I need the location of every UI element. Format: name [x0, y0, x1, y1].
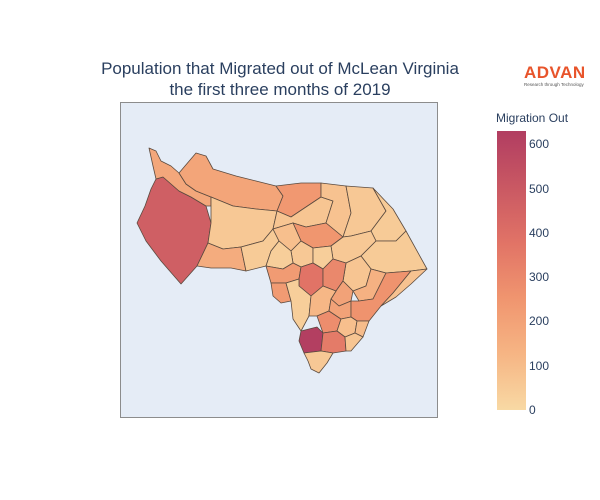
logo-wordmark: ADVAN [524, 63, 586, 82]
map-region[interactable] [196, 242, 247, 272]
colorbar-tick-label: 100 [529, 358, 550, 373]
map-region[interactable] [344, 332, 364, 352]
colorbar-tick-label: 400 [529, 225, 550, 240]
choropleth-map[interactable] [121, 103, 439, 419]
map-region[interactable] [303, 350, 334, 374]
chart-title: Population that Migrated out of McLean V… [40, 58, 520, 100]
map-region[interactable] [270, 282, 292, 304]
map-panel[interactable] [120, 102, 438, 418]
advan-logo: ADVAN Research through Technology [524, 64, 594, 88]
chart-title-line-2: the first three months of 2019 [169, 80, 391, 99]
logo-tagline: Research through Technology [524, 82, 584, 87]
colorbar-gradient [497, 131, 526, 410]
colorbar-tick-label: 300 [529, 270, 550, 285]
colorbar-tick-label: 500 [529, 181, 550, 196]
colorbar [497, 131, 526, 410]
colorbar-title: Migration Out [496, 111, 569, 125]
colorbar-tick-label: 600 [529, 137, 550, 152]
map-region[interactable] [298, 326, 324, 354]
chart-title-line-1: Population that Migrated out of McLean V… [101, 59, 459, 78]
colorbar-tick-label: 0 [529, 403, 536, 417]
map-region[interactable] [380, 268, 428, 307]
colorbar-tick-label: 200 [529, 314, 550, 329]
